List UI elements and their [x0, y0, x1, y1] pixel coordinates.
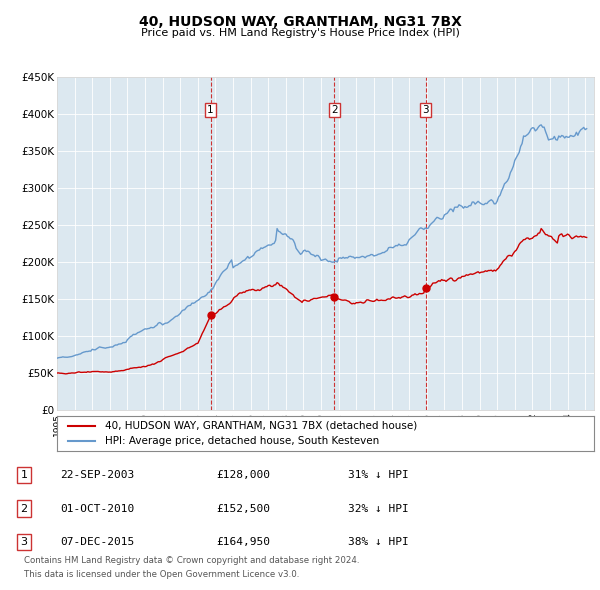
Text: HPI: Average price, detached house, South Kesteven: HPI: Average price, detached house, Sout… — [106, 437, 380, 447]
Text: 31% ↓ HPI: 31% ↓ HPI — [348, 470, 409, 480]
Text: Price paid vs. HM Land Registry's House Price Index (HPI): Price paid vs. HM Land Registry's House … — [140, 28, 460, 38]
Text: 40, HUDSON WAY, GRANTHAM, NG31 7BX: 40, HUDSON WAY, GRANTHAM, NG31 7BX — [139, 15, 461, 29]
Text: 1: 1 — [20, 470, 28, 480]
Text: £128,000: £128,000 — [216, 470, 270, 480]
Text: £152,500: £152,500 — [216, 504, 270, 513]
Text: 01-OCT-2010: 01-OCT-2010 — [60, 504, 134, 513]
Text: 07-DEC-2015: 07-DEC-2015 — [60, 537, 134, 547]
Text: 38% ↓ HPI: 38% ↓ HPI — [348, 537, 409, 547]
Text: This data is licensed under the Open Government Licence v3.0.: This data is licensed under the Open Gov… — [24, 571, 299, 579]
Text: 2: 2 — [331, 105, 338, 115]
Text: £164,950: £164,950 — [216, 537, 270, 547]
Text: 32% ↓ HPI: 32% ↓ HPI — [348, 504, 409, 513]
Text: Contains HM Land Registry data © Crown copyright and database right 2024.: Contains HM Land Registry data © Crown c… — [24, 556, 359, 565]
Text: 22-SEP-2003: 22-SEP-2003 — [60, 470, 134, 480]
Text: 2: 2 — [20, 504, 28, 513]
Text: 3: 3 — [20, 537, 28, 547]
Text: 3: 3 — [422, 105, 429, 115]
Text: 1: 1 — [207, 105, 214, 115]
Text: 40, HUDSON WAY, GRANTHAM, NG31 7BX (detached house): 40, HUDSON WAY, GRANTHAM, NG31 7BX (deta… — [106, 421, 418, 431]
